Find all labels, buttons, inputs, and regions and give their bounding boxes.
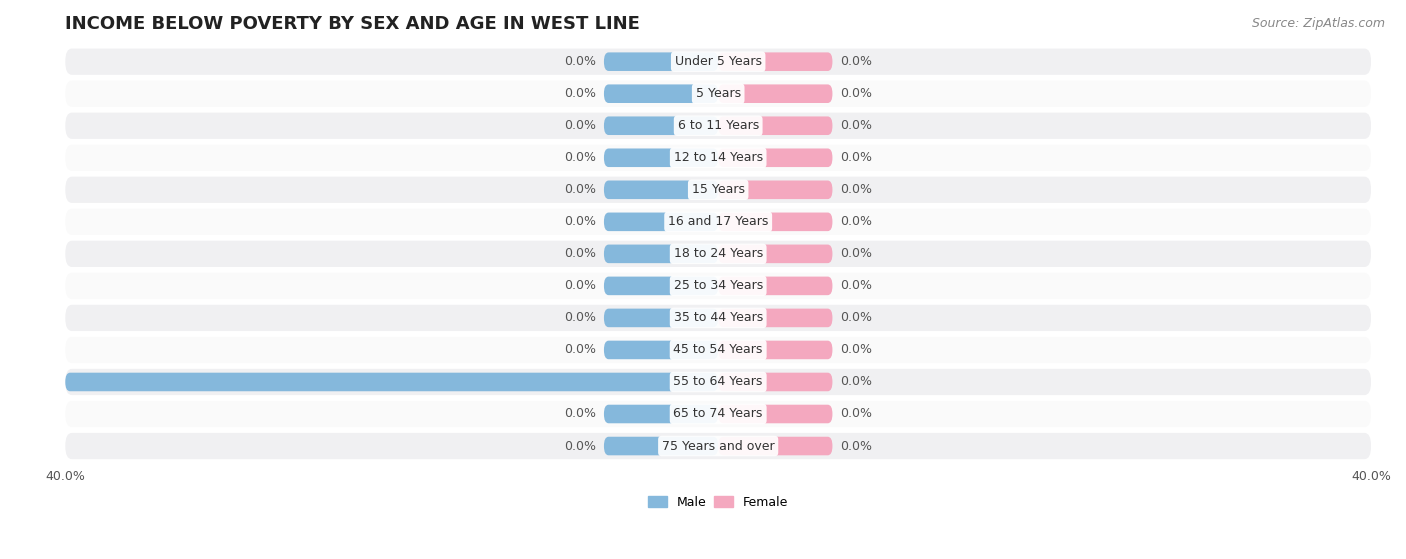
Text: 0.0%: 0.0% xyxy=(841,408,873,420)
FancyBboxPatch shape xyxy=(65,80,1371,107)
Text: 65 to 74 Years: 65 to 74 Years xyxy=(673,408,763,420)
FancyBboxPatch shape xyxy=(605,116,718,135)
FancyBboxPatch shape xyxy=(65,369,1371,395)
Text: 0.0%: 0.0% xyxy=(564,151,596,164)
FancyBboxPatch shape xyxy=(718,373,832,391)
Text: 0.0%: 0.0% xyxy=(564,408,596,420)
Text: 0.0%: 0.0% xyxy=(841,376,873,389)
FancyBboxPatch shape xyxy=(718,405,832,423)
FancyBboxPatch shape xyxy=(718,437,832,456)
FancyBboxPatch shape xyxy=(65,177,1371,203)
Text: 0.0%: 0.0% xyxy=(841,215,873,228)
FancyBboxPatch shape xyxy=(718,181,832,199)
FancyBboxPatch shape xyxy=(718,84,832,103)
FancyBboxPatch shape xyxy=(605,340,718,359)
FancyBboxPatch shape xyxy=(65,401,1371,427)
Text: 0.0%: 0.0% xyxy=(841,151,873,164)
FancyBboxPatch shape xyxy=(605,309,718,327)
Text: 16 and 17 Years: 16 and 17 Years xyxy=(668,215,768,228)
FancyBboxPatch shape xyxy=(718,53,832,71)
Text: 40.0%: 40.0% xyxy=(14,376,58,389)
Text: 45 to 54 Years: 45 to 54 Years xyxy=(673,343,763,357)
FancyBboxPatch shape xyxy=(605,84,718,103)
Text: Under 5 Years: Under 5 Years xyxy=(675,55,762,68)
Text: 5 Years: 5 Years xyxy=(696,87,741,100)
FancyBboxPatch shape xyxy=(65,112,1371,139)
FancyBboxPatch shape xyxy=(605,437,718,456)
Text: 0.0%: 0.0% xyxy=(841,183,873,196)
FancyBboxPatch shape xyxy=(605,53,718,71)
Text: 0.0%: 0.0% xyxy=(841,439,873,453)
FancyBboxPatch shape xyxy=(718,212,832,231)
Text: 55 to 64 Years: 55 to 64 Years xyxy=(673,376,763,389)
Text: 0.0%: 0.0% xyxy=(564,87,596,100)
FancyBboxPatch shape xyxy=(65,373,718,391)
FancyBboxPatch shape xyxy=(65,209,1371,235)
FancyBboxPatch shape xyxy=(718,116,832,135)
Text: 0.0%: 0.0% xyxy=(841,343,873,357)
Text: 0.0%: 0.0% xyxy=(564,55,596,68)
FancyBboxPatch shape xyxy=(65,273,1371,299)
FancyBboxPatch shape xyxy=(718,309,832,327)
Text: Source: ZipAtlas.com: Source: ZipAtlas.com xyxy=(1251,17,1385,30)
FancyBboxPatch shape xyxy=(605,212,718,231)
Text: 18 to 24 Years: 18 to 24 Years xyxy=(673,247,763,260)
Text: INCOME BELOW POVERTY BY SEX AND AGE IN WEST LINE: INCOME BELOW POVERTY BY SEX AND AGE IN W… xyxy=(65,15,640,33)
Text: 0.0%: 0.0% xyxy=(564,311,596,324)
FancyBboxPatch shape xyxy=(605,405,718,423)
Text: 75 Years and over: 75 Years and over xyxy=(662,439,775,453)
FancyBboxPatch shape xyxy=(605,181,718,199)
Text: 0.0%: 0.0% xyxy=(841,87,873,100)
Text: 0.0%: 0.0% xyxy=(564,439,596,453)
FancyBboxPatch shape xyxy=(65,145,1371,171)
Text: 0.0%: 0.0% xyxy=(841,119,873,132)
FancyBboxPatch shape xyxy=(65,433,1371,459)
Text: 12 to 14 Years: 12 to 14 Years xyxy=(673,151,762,164)
FancyBboxPatch shape xyxy=(65,49,1371,75)
FancyBboxPatch shape xyxy=(605,245,718,263)
Text: 0.0%: 0.0% xyxy=(841,280,873,292)
Text: 0.0%: 0.0% xyxy=(564,215,596,228)
FancyBboxPatch shape xyxy=(605,149,718,167)
Text: 0.0%: 0.0% xyxy=(564,183,596,196)
Text: 35 to 44 Years: 35 to 44 Years xyxy=(673,311,763,324)
Text: 15 Years: 15 Years xyxy=(692,183,745,196)
FancyBboxPatch shape xyxy=(605,277,718,295)
Text: 0.0%: 0.0% xyxy=(564,119,596,132)
Text: 25 to 34 Years: 25 to 34 Years xyxy=(673,280,763,292)
Legend: Male, Female: Male, Female xyxy=(643,491,793,514)
Text: 0.0%: 0.0% xyxy=(564,247,596,260)
Text: 0.0%: 0.0% xyxy=(841,311,873,324)
FancyBboxPatch shape xyxy=(65,337,1371,363)
Text: 0.0%: 0.0% xyxy=(841,55,873,68)
FancyBboxPatch shape xyxy=(718,277,832,295)
Text: 6 to 11 Years: 6 to 11 Years xyxy=(678,119,759,132)
FancyBboxPatch shape xyxy=(65,305,1371,331)
Text: 0.0%: 0.0% xyxy=(564,280,596,292)
Text: 0.0%: 0.0% xyxy=(564,343,596,357)
FancyBboxPatch shape xyxy=(718,245,832,263)
FancyBboxPatch shape xyxy=(65,241,1371,267)
FancyBboxPatch shape xyxy=(718,149,832,167)
Text: 0.0%: 0.0% xyxy=(841,247,873,260)
FancyBboxPatch shape xyxy=(718,340,832,359)
